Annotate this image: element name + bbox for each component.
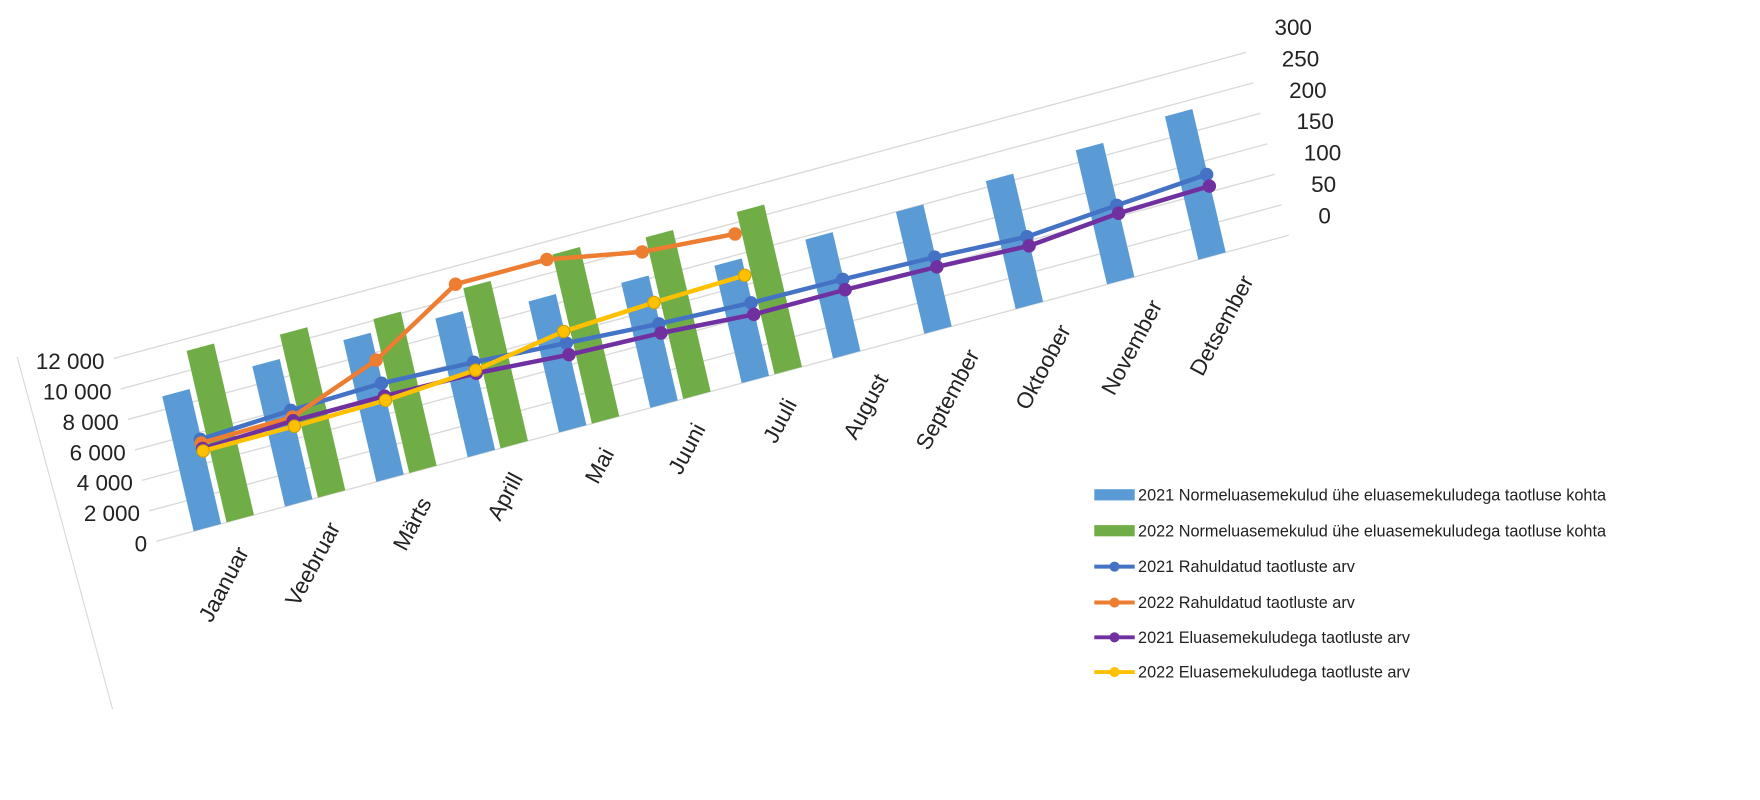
left-axis-tick-label: 0 <box>135 532 147 557</box>
bar-2022 <box>645 229 711 399</box>
data-point <box>737 268 752 283</box>
bar-2021 <box>1164 109 1226 260</box>
data-point <box>930 260 944 274</box>
bar-2021 <box>1075 142 1135 285</box>
right-axis-tick-label: 0 <box>1318 203 1330 228</box>
right-axis-tick-label: 200 <box>1289 78 1326 103</box>
bar-2021 <box>162 388 222 532</box>
category-label: November <box>1096 295 1167 399</box>
right-axis: 0 50 100 150 200 250 300 <box>1274 15 1341 228</box>
bar-2021 <box>714 258 770 384</box>
category-label: August <box>838 369 893 443</box>
left-axis-tick-label: 10 000 <box>43 379 112 404</box>
legend-swatch <box>1094 525 1135 537</box>
bar-2022 <box>552 247 620 424</box>
data-point <box>540 252 554 267</box>
legend-marker <box>1109 632 1120 643</box>
data-point <box>378 393 393 408</box>
data-point <box>369 353 383 367</box>
legend-label: 2021 Rahuldatud taotluste arv <box>1138 558 1356 576</box>
gridline <box>113 51 1247 360</box>
legend-marker <box>1109 561 1120 572</box>
bar-2021 <box>435 311 496 458</box>
category-label: Veebruar <box>280 518 345 611</box>
data-point <box>1022 239 1036 253</box>
legend-marker <box>1109 597 1120 608</box>
data-point <box>747 307 761 322</box>
series-line <box>201 183 1210 451</box>
data-point <box>374 376 389 391</box>
data-point <box>647 295 661 310</box>
category-label: September <box>911 345 985 454</box>
category-label: Aprill <box>482 469 527 525</box>
data-point <box>1199 167 1214 182</box>
data-point <box>838 282 852 297</box>
left-axis-tick-label: 6 000 <box>70 440 126 465</box>
data-point <box>448 277 463 291</box>
data-point <box>654 326 668 340</box>
category-label: Jaanuar <box>194 542 254 626</box>
bar-2021 <box>528 294 587 433</box>
bar-2022 <box>463 280 528 449</box>
bar-2022 <box>279 327 346 498</box>
data-point <box>1111 206 1126 220</box>
category-axis: Jaanuar Veebruar Märts Aprill Mai Juuni Juuli A… <box>194 271 1259 626</box>
series-line <box>199 172 1208 442</box>
data-point <box>287 419 302 433</box>
left-axis-tick-label: 4 000 <box>77 471 133 496</box>
data-point <box>556 324 571 339</box>
category-label: Juuli <box>758 395 802 447</box>
category-label: Detsember <box>1185 271 1259 380</box>
data-point <box>468 363 483 377</box>
category-label: Mai <box>580 444 619 488</box>
bar-2022 <box>736 204 802 375</box>
left-axis-tick-label: 8 000 <box>63 410 119 435</box>
legend-label: 2022 Normeluasemekulud ühe eluasemekulud… <box>1138 522 1607 540</box>
data-point <box>635 245 649 259</box>
category-label: Oktoober <box>1010 320 1076 414</box>
lines <box>193 167 1217 458</box>
left-axis-tick-label: 2 000 <box>84 501 140 526</box>
data-point <box>562 347 576 362</box>
legend-marker <box>1109 667 1120 678</box>
data-point <box>728 227 742 241</box>
right-axis-tick-label: 150 <box>1296 109 1333 134</box>
right-axis-tick-label: 300 <box>1274 15 1311 40</box>
data-point <box>559 336 574 350</box>
right-axis-tick-label: 250 <box>1282 46 1319 71</box>
bar-2021 <box>252 358 313 507</box>
category-label: Märts <box>388 493 436 554</box>
legend-label: 2022 Rahuldatud taotluste arv <box>1138 594 1356 612</box>
left-axis: 0 2 000 4 000 6 000 8 000 10 000 12 000 <box>36 349 147 557</box>
bars <box>162 109 1226 532</box>
right-axis-tick-label: 50 <box>1311 172 1336 197</box>
plot-area-border <box>16 356 114 710</box>
legend: 2021 Normeluasemekulud ühe eluasemekulud… <box>1094 486 1607 682</box>
legend-label: 2021 Eluasemekuludega taotluste arv <box>1138 629 1411 647</box>
gridline <box>156 234 1289 543</box>
legend-label: 2022 Eluasemekuludega taotluste arv <box>1138 664 1411 682</box>
data-point <box>196 444 210 458</box>
data-point <box>744 296 758 310</box>
right-axis-tick-label: 100 <box>1304 141 1341 166</box>
category-label: Juuni <box>663 419 710 478</box>
legend-label: 2021 Normeluasemekulud ühe eluasemekulud… <box>1138 486 1607 504</box>
legend-swatch <box>1094 489 1135 501</box>
left-axis-tick-label: 12 000 <box>36 349 105 374</box>
data-point <box>1202 179 1217 193</box>
